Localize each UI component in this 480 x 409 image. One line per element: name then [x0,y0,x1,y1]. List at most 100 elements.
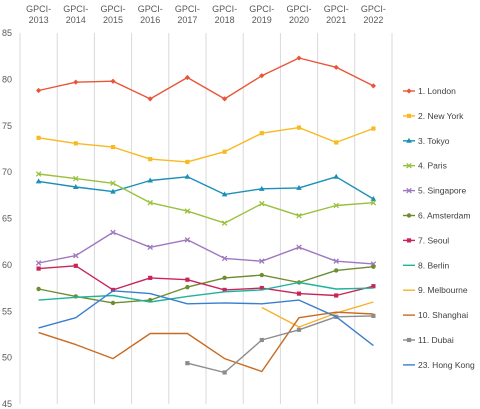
data-point-marker [406,162,412,169]
data-point-marker [148,157,153,162]
data-point-marker [110,300,116,306]
x-tick-label: GPCI-2022 [361,4,386,25]
data-point-marker [185,277,190,282]
data-point-marker [406,238,412,243]
legend: 1. London 2. New York 3. Tokyo 4. Paris 5. S… [403,86,475,370]
y-tick-label: 45 [2,399,12,409]
data-point-marker [185,361,190,366]
data-point-marker [296,244,302,251]
y-tick-label: 70 [2,167,12,177]
data-point-marker [370,199,377,206]
series-line [38,57,374,100]
series-london [36,55,376,102]
data-point-marker [296,55,302,61]
series-line [38,176,374,200]
data-point-marker [296,125,302,130]
data-point-marker [148,275,153,280]
data-point-marker [259,131,264,136]
data-point-marker [147,96,153,102]
data-point-marker [371,313,376,318]
data-point-marker [296,327,302,332]
legend-label: 1. London [418,86,456,96]
data-point-marker [221,255,228,262]
legend-item: 8. Berlin [403,260,449,270]
data-point-marker [147,199,153,206]
legend-item: 9. Melbourne [403,285,468,295]
data-point-marker [406,213,412,218]
series-hong-kong [38,290,374,347]
data-point-marker [35,178,42,184]
series-line [38,126,374,163]
data-point-marker [185,159,190,165]
data-point-marker [36,286,41,292]
series-line [187,315,374,374]
x-tick-label: GPCI-2019 [249,4,274,25]
series-line [261,301,374,328]
data-point-marker [406,337,412,343]
data-point-marker [334,140,339,145]
data-point-marker [110,144,116,150]
series-seoul [36,263,376,298]
legend-label: 6. Amsterdam [418,211,470,221]
x-tick-label: GPCI-2020 [286,4,311,25]
data-point-marker [222,370,227,375]
data-point-marker [147,177,153,183]
data-point-marker [259,272,264,278]
data-point-marker [371,264,376,269]
legend-item: 6. Amsterdam [403,211,470,221]
legend-label: 23. Hong Kong [418,360,475,370]
data-point-marker [259,200,265,207]
data-point-marker [334,293,339,298]
legend-item: 7. Seoul [403,235,449,245]
data-point-marker [221,191,228,197]
data-point-marker [73,252,79,259]
legend-label: 9. Melbourne [418,285,468,295]
data-point-marker [73,141,78,146]
series-amsterdam [36,264,376,306]
data-point-marker [296,212,302,219]
data-point-marker [222,287,227,293]
data-point-marker [36,135,41,140]
series-line [38,311,374,373]
data-point-marker [333,173,339,179]
legend-label: 3. Tokyo [418,136,450,146]
data-point-marker [259,258,265,264]
data-point-marker [406,88,412,94]
y-axis-tick-labels: 45 50 55 60 65 70 75 80 85 [2,28,12,409]
data-point-marker [370,196,377,202]
x-tick-label: GPCI-2015 [100,4,125,25]
data-point-marker [371,284,376,289]
legend-item: 10. Shanghai [403,310,468,320]
legend-label: 2. New York [418,111,464,121]
data-point-marker [259,185,265,191]
legend-item: 1. London [403,86,456,96]
data-point-marker [35,171,42,177]
series-line [38,281,374,303]
legend-label: 5. Singapore [418,186,466,196]
legend-label: 4. Paris [418,161,447,171]
y-tick-label: 75 [2,121,12,131]
data-point-marker [406,187,412,194]
data-point-marker [406,137,412,143]
series-tokyo [35,173,377,202]
y-tick-label: 55 [2,306,12,316]
x-tick-label: GPCI-2016 [138,4,163,25]
legend-item: 2. New York [403,111,464,121]
data-point-marker [259,73,265,79]
data-point-marker [221,220,228,226]
legend-item: 5. Singapore [403,186,466,196]
data-point-marker [73,79,79,85]
data-point-marker [259,337,264,343]
data-point-marker [184,74,190,81]
data-point-marker [184,237,191,243]
series-melbourne [261,301,374,328]
data-point-marker [184,208,191,214]
legend-item: 23. Hong Kong [403,360,475,370]
series-singapore [35,229,377,267]
series-lines [35,55,377,375]
data-point-marker [222,275,227,281]
y-tick-label: 50 [2,353,12,363]
y-tick-label: 60 [2,260,12,270]
data-point-marker [184,173,191,179]
